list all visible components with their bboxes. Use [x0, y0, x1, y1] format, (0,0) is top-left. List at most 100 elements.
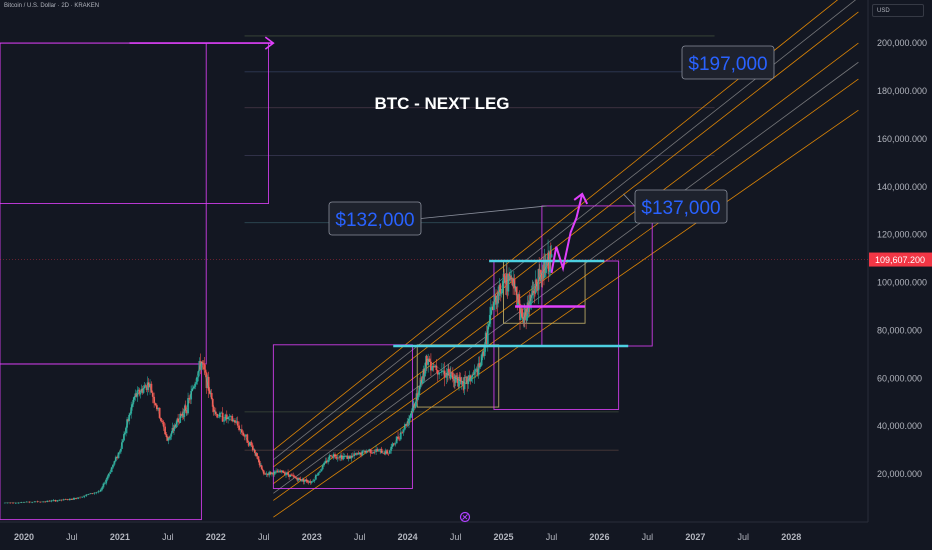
candle-body — [269, 471, 272, 475]
candle-body — [130, 407, 133, 414]
candle-body — [12, 502, 14, 504]
candle-body — [286, 472, 288, 474]
candle-body — [154, 403, 157, 406]
callout-box[interactable] — [681, 45, 775, 80]
candle-body — [317, 472, 320, 476]
candle-body — [77, 497, 79, 499]
candle-body — [335, 456, 338, 459]
candle-body — [314, 475, 317, 480]
candle-body — [240, 429, 243, 433]
candle-body — [469, 375, 472, 382]
price-tick-label: 140,000.000 — [877, 182, 927, 192]
price-tick-label: 200,000.000 — [877, 38, 927, 48]
candle-body — [304, 479, 307, 481]
candle-body — [486, 326, 489, 345]
candle-body — [463, 377, 466, 390]
candle-body — [165, 434, 168, 437]
candle-body — [405, 424, 408, 426]
candle-body — [383, 452, 386, 455]
candle-body — [177, 418, 180, 422]
candle-body — [483, 346, 486, 356]
candle-body — [256, 453, 258, 456]
candle-body — [518, 294, 521, 304]
candle-body — [276, 470, 279, 473]
candle-body — [6, 502, 9, 504]
candle-body — [425, 356, 428, 365]
candle-body — [493, 295, 496, 303]
candle-body — [394, 443, 397, 445]
candle-body — [481, 351, 484, 355]
callout-box[interactable] — [328, 201, 422, 236]
candle-body — [440, 370, 443, 373]
candle-body — [390, 446, 393, 451]
candle-body — [459, 377, 462, 381]
candle-body — [85, 494, 88, 496]
candle-body — [188, 398, 190, 399]
candle-body — [424, 362, 427, 374]
candle-body — [89, 493, 92, 495]
candle-body — [225, 414, 228, 420]
candle-body — [362, 450, 365, 452]
candle-body — [258, 460, 261, 466]
candle-body — [273, 471, 276, 475]
currency-badge[interactable]: USD — [872, 4, 924, 17]
candle-body — [221, 412, 224, 422]
symbol-title[interactable]: Bitcoin / U.S. Dollar · 2D · KRAKEN — [4, 3, 100, 9]
candle-body — [147, 382, 150, 388]
candle-body — [79, 497, 82, 499]
horizontal-levels[interactable] — [129, 36, 629, 348]
candle-body — [234, 420, 236, 423]
candle-body — [189, 398, 192, 400]
candle-body — [127, 419, 130, 421]
candle-body — [436, 370, 439, 375]
candle-body — [247, 442, 250, 446]
candle-body — [161, 421, 164, 423]
candle-body — [420, 380, 423, 381]
candle-body — [133, 396, 136, 400]
candle-body — [356, 452, 358, 455]
candle-body — [382, 452, 384, 454]
candle-body — [499, 292, 502, 294]
candle-body — [117, 452, 120, 459]
callout-box[interactable] — [634, 189, 728, 224]
drawing-box[interactable] — [272, 344, 413, 489]
events-icon[interactable] — [459, 511, 471, 523]
price-tick-label: 80,000.000 — [877, 325, 922, 335]
candle-body — [303, 480, 306, 482]
candle-body — [44, 501, 47, 503]
candle-body — [489, 307, 492, 316]
price-callouts[interactable]: $197,000 $132,000 $137,000 — [328, 45, 775, 236]
time-tick-label: Jul — [258, 532, 270, 542]
price-tick-label: 100,000.000 — [877, 278, 927, 288]
candle-body — [191, 388, 194, 391]
candle-body — [179, 413, 182, 416]
projection-path[interactable] — [550, 192, 589, 274]
time-tick-label: 2023 — [302, 532, 322, 542]
projection-line[interactable] — [550, 193, 584, 274]
candle-body — [492, 306, 494, 310]
candle-body — [211, 398, 214, 407]
candle-body — [393, 443, 395, 445]
candle-body — [516, 295, 519, 306]
drawing-box[interactable] — [0, 363, 202, 521]
candle-body — [118, 451, 121, 453]
candle-body — [228, 416, 231, 418]
time-axis[interactable]: 2020 Jul 2021 Jul 2022 Jul 2023 Jul 2024 Jul 2025 J… — [0, 521, 932, 550]
candle-body — [87, 494, 90, 495]
candle-body — [371, 453, 373, 454]
candle-body — [137, 389, 140, 391]
candle-body — [128, 414, 131, 421]
time-tick-label: Jul — [642, 532, 654, 542]
candle-body — [232, 420, 235, 422]
candle-body — [299, 479, 302, 481]
candle-body — [536, 283, 539, 287]
candle-body — [531, 290, 534, 296]
candle-body — [121, 442, 123, 449]
candle-body — [530, 295, 533, 298]
candle-body — [14, 503, 17, 504]
candle-body — [482, 351, 485, 356]
candle-body — [275, 470, 277, 472]
candle-body — [525, 316, 528, 321]
candle-body — [519, 303, 521, 320]
